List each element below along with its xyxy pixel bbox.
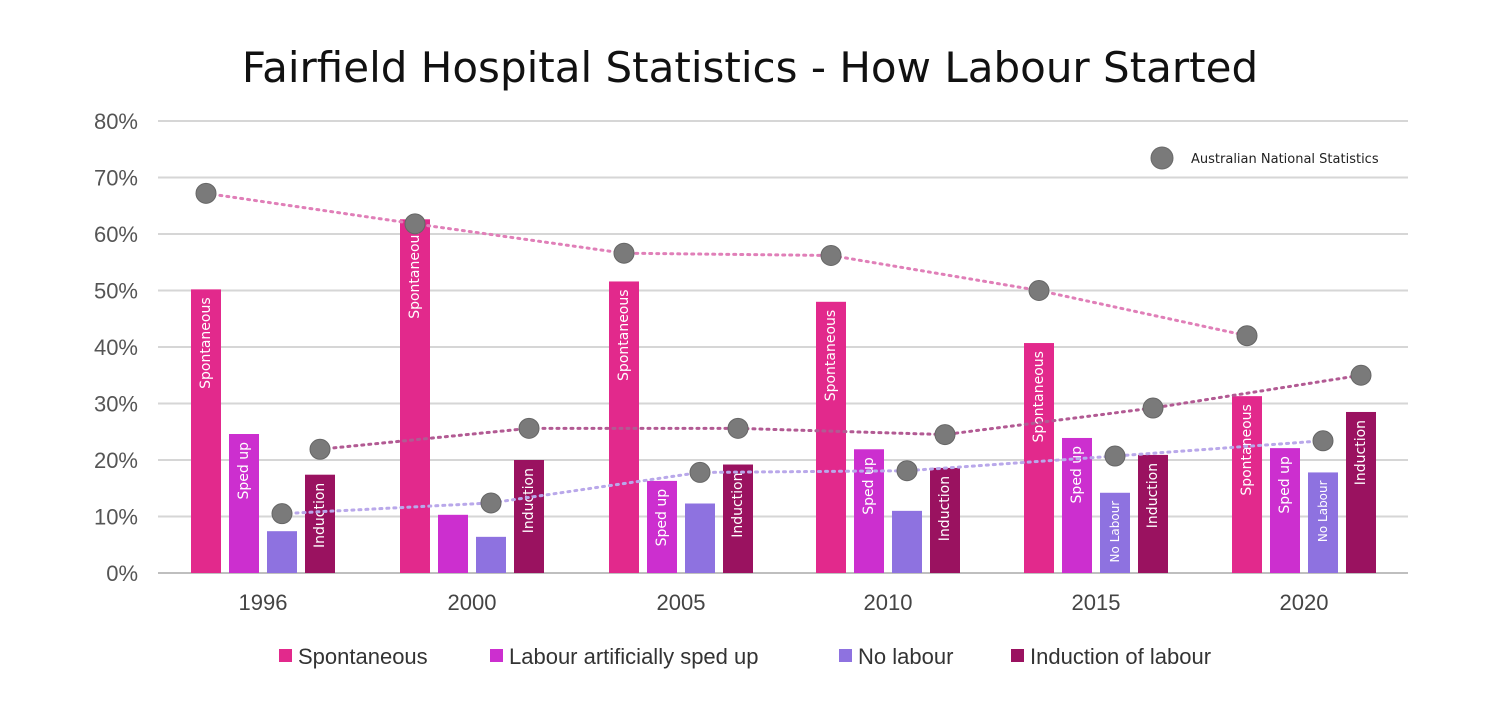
bar-spontaneous-1996: [191, 289, 221, 573]
bar-no-labour-2005: [685, 503, 715, 573]
national-marker: [404, 213, 426, 235]
legend-swatch: [839, 649, 852, 662]
legend: Spontaneous Labour artificially sped up No…: [279, 644, 1211, 669]
bar-data-label: Induction: [730, 473, 746, 538]
bar-data-label: Sped up: [236, 442, 252, 500]
legend-swatch: [1011, 649, 1024, 662]
bar-induction-of-labour-1996: [305, 474, 335, 573]
national-marker: [820, 244, 842, 266]
national-marker: [727, 417, 749, 439]
y-tick-label: 20%: [94, 448, 138, 473]
bar-data-label: Spontaneous: [1031, 351, 1047, 443]
bar-no-labour-2020: [1308, 472, 1338, 573]
y-axis: 0% 10% 20% 30% 40% 50% 60% 70% 80%: [94, 109, 138, 586]
bar-labour-artificially-sped-up-2015: [1062, 437, 1092, 573]
y-tick-label: 70%: [94, 166, 138, 191]
x-tick-label: 2000: [448, 590, 497, 615]
y-tick-label: 0%: [106, 561, 138, 586]
bar-no-labour-2000: [476, 536, 506, 573]
bar-data-label: Spontaneous: [407, 227, 423, 319]
legend-swatch: [279, 649, 292, 662]
bar-data-label: Sped up: [654, 489, 670, 547]
bar-data-label: Induction: [1353, 420, 1369, 485]
y-tick-label: 60%: [94, 222, 138, 247]
y-tick-label: 40%: [94, 335, 138, 360]
national-line-spontaneous: [204, 191, 1249, 338]
bar-data-label: Sped up: [861, 457, 877, 515]
bar-induction-of-labour-2015: [1138, 454, 1168, 573]
bar-induction-of-labour-2020: [1346, 411, 1376, 573]
legend-swatch: [490, 649, 503, 662]
bar-labour-artificially-sped-up-2005: [647, 480, 677, 573]
bar-labour-artificially-sped-up-2000: [438, 514, 468, 573]
national-marker: [613, 242, 635, 264]
bar-data-label: Induction: [521, 468, 537, 533]
national-marker: [309, 438, 331, 460]
national-marker: [689, 461, 711, 483]
grid-lines: [158, 120, 1408, 574]
national-marker: [1104, 445, 1126, 467]
legend-label: Induction of labour: [1030, 644, 1211, 669]
x-tick-label: 1996: [239, 590, 288, 615]
x-axis: 1996 2000 2005 2010 2015 2020: [239, 590, 1329, 615]
bar-data-label: Spontaneous: [616, 289, 632, 381]
bar-no-labour-2015: [1100, 492, 1130, 573]
national-marker: [1142, 397, 1164, 419]
bar-induction-of-labour-2010: [930, 467, 960, 573]
bar-data-label: Induction: [312, 483, 328, 548]
bar-no-labour-1996: [267, 531, 297, 573]
legend-label: Spontaneous: [298, 644, 428, 669]
bar-induction-of-labour-2005: [723, 464, 753, 573]
y-tick-label: 30%: [94, 392, 138, 417]
bar-data-label: Spontaneous: [198, 297, 214, 389]
bar-no-labour-2010: [892, 510, 922, 573]
bar-data-label: Sped up: [1277, 456, 1293, 514]
national-marker: [1028, 280, 1050, 301]
national-legend-label: Australian National Statistics: [1191, 152, 1379, 167]
national-statistics: [195, 182, 1372, 525]
national-marker: [1312, 430, 1334, 452]
bar-data-label: Spontaneous: [1239, 404, 1255, 496]
bar-data-label: Induction: [937, 476, 953, 541]
national-marker: [271, 503, 293, 525]
national-marker: [1350, 364, 1372, 386]
y-tick-label: 80%: [94, 109, 138, 134]
national-marker: [934, 424, 956, 446]
chart-title: Fairfield Hospital Statistics - How Labo…: [242, 43, 1258, 92]
bar-spontaneous-2020: [1232, 396, 1262, 573]
national-line-no-labour: [280, 439, 1325, 516]
bar-labour-artificially-sped-up-2020: [1270, 448, 1300, 573]
bars: [191, 219, 1376, 573]
x-tick-label: 2015: [1072, 590, 1121, 615]
legend-label: No labour: [858, 644, 953, 669]
bar-labour-artificially-sped-up-1996: [229, 434, 259, 573]
bar-labels: Spontaneous Spontaneous Spontaneous Spontan…: [198, 227, 1369, 562]
national-marker: [480, 492, 502, 514]
bar-induction-of-labour-2000: [514, 460, 544, 573]
national-marker: [896, 460, 918, 482]
national-legend-marker: [1150, 146, 1174, 170]
x-tick-label: 2020: [1280, 590, 1329, 615]
bar-spontaneous-2015: [1024, 343, 1054, 573]
bar-data-label: No Labour: [1108, 501, 1122, 563]
national-legend: Australian National Statistics: [1150, 146, 1379, 170]
national-marker: [1236, 325, 1258, 347]
bar-data-label: Induction: [1145, 463, 1161, 528]
bar-data-label: Spontaneous: [823, 310, 839, 402]
x-tick-label: 2005: [657, 590, 706, 615]
bar-spontaneous-2000: [400, 219, 430, 573]
bar-data-label: No Labour: [1316, 480, 1330, 542]
national-marker: [195, 182, 217, 204]
national-marker: [518, 417, 540, 439]
legend-label: Labour artificially sped up: [509, 644, 758, 669]
y-tick-label: 10%: [94, 505, 138, 530]
national-line-induction-of-labour: [318, 373, 1363, 451]
bar-data-label: Sped up: [1069, 446, 1085, 504]
y-tick-label: 50%: [94, 279, 138, 304]
x-tick-label: 2010: [864, 590, 913, 615]
bar-spontaneous-2010: [816, 301, 846, 573]
